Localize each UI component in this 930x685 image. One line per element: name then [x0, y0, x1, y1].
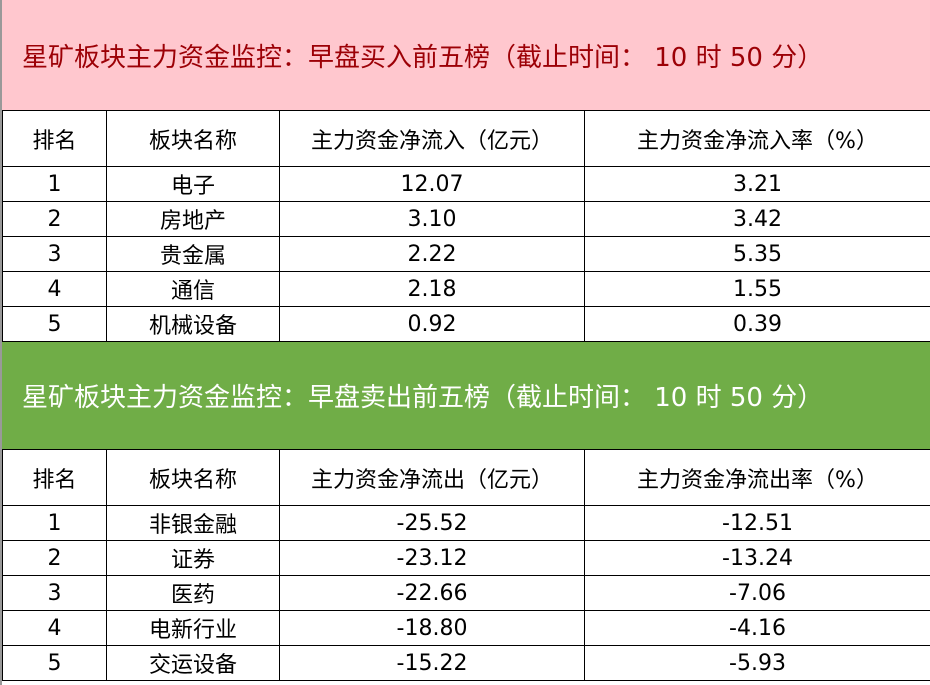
- table-cell: -25.52: [279, 505, 585, 541]
- column-header: 主力资金净流入（亿元）: [279, 110, 585, 167]
- column-header: 排名: [2, 449, 107, 506]
- table-cell: 1: [2, 505, 107, 541]
- column-header: 板块名称: [106, 449, 280, 506]
- table-cell: -13.24: [584, 540, 930, 576]
- table-cell: 4: [2, 610, 107, 646]
- table-cell: 0.39: [584, 306, 930, 342]
- table-row: 2 证券 -23.12 -13.24: [2, 540, 930, 576]
- table-row: 1 非银金融 -25.52 -12.51: [2, 505, 930, 541]
- table-cell: -12.51: [584, 505, 930, 541]
- table-cell: 医药: [106, 575, 280, 611]
- table-cell: -5.93: [584, 645, 930, 681]
- table-cell: 非银金融: [106, 505, 280, 541]
- table-cell: 5: [2, 645, 107, 681]
- table-cell: 3.42: [584, 201, 930, 237]
- table-cell: 3.10: [279, 201, 585, 237]
- table-cell: 2.18: [279, 271, 585, 307]
- table-cell: 交运设备: [106, 645, 280, 681]
- table-cell: -4.16: [584, 610, 930, 646]
- column-header: 排名: [2, 110, 107, 167]
- table-cell: 电子: [106, 166, 280, 202]
- column-header: 板块名称: [106, 110, 280, 167]
- table-cell: 3.21: [584, 166, 930, 202]
- buy-title-banner: 星矿板块主力资金监控：早盘买入前五榜（截止时间： 10 时 50 分）: [2, 0, 930, 110]
- table-cell: 2.22: [279, 236, 585, 272]
- table-cell: 通信: [106, 271, 280, 307]
- column-header: 主力资金净流出（亿元）: [279, 449, 585, 506]
- column-header: 主力资金净流入率（%）: [584, 110, 930, 167]
- table-row: 3 贵金属 2.22 5.35: [2, 236, 930, 272]
- table-row: 1 电子 12.07 3.21: [2, 166, 930, 202]
- table-cell: 1.55: [584, 271, 930, 307]
- table-cell: 4: [2, 271, 107, 307]
- table-row: 2 房地产 3.10 3.42: [2, 201, 930, 237]
- table-cell: 3: [2, 575, 107, 611]
- table-cell: 1: [2, 166, 107, 202]
- table-cell: 证券: [106, 540, 280, 576]
- table-cell: 2: [2, 540, 107, 576]
- buy-table: 排名 板块名称 主力资金净流入（亿元） 主力资金净流入率（%） 1 电子 12.07 3.21…: [2, 110, 930, 342]
- table-row: 3 医药 -22.66 -7.06: [2, 575, 930, 611]
- sell-title: 星矿板块主力资金监控：早盘卖出前五榜（截止时间： 10 时 50 分）: [22, 383, 824, 413]
- table-cell: 2: [2, 201, 107, 237]
- table-row: 4 通信 2.18 1.55: [2, 271, 930, 307]
- sell-table: 排名 板块名称 主力资金净流出（亿元） 主力资金净流出率（%） 1 非银金融 -25.52-…: [2, 449, 930, 681]
- table-cell: 5: [2, 306, 107, 342]
- table-cell: 5.35: [584, 236, 930, 272]
- table-cell: 贵金属: [106, 236, 280, 272]
- table-cell: -15.22: [279, 645, 585, 681]
- table-cell: 电新行业: [106, 610, 280, 646]
- table-row: 4 电新行业 -18.80 -4.16: [2, 610, 930, 646]
- header-row: 排名 板块名称 主力资金净流入（亿元） 主力资金净流入率（%）: [2, 110, 930, 167]
- table-cell: 12.07: [279, 166, 585, 202]
- table-cell: -23.12: [279, 540, 585, 576]
- table-cell: -18.80: [279, 610, 585, 646]
- table-cell: 0.92: [279, 306, 585, 342]
- table-cell: -22.66: [279, 575, 585, 611]
- sell-title-banner: 星矿板块主力资金监控：早盘卖出前五榜（截止时间： 10 时 50 分）: [2, 342, 930, 449]
- buy-title: 星矿板块主力资金监控：早盘买入前五榜（截止时间： 10 时 50 分）: [22, 42, 824, 73]
- column-header: 主力资金净流出率（%）: [584, 449, 930, 506]
- table-cell: 3: [2, 236, 107, 272]
- table-row: 5 交运设备 -15.22 -5.93: [2, 645, 930, 681]
- table-cell: 房地产: [106, 201, 280, 237]
- table-row: 5 机械设备 0.92 0.39: [2, 306, 930, 342]
- table-cell: -7.06: [584, 575, 930, 611]
- table-cell: 机械设备: [106, 306, 280, 342]
- header-row: 排名 板块名称 主力资金净流出（亿元） 主力资金净流出率（%）: [2, 449, 930, 506]
